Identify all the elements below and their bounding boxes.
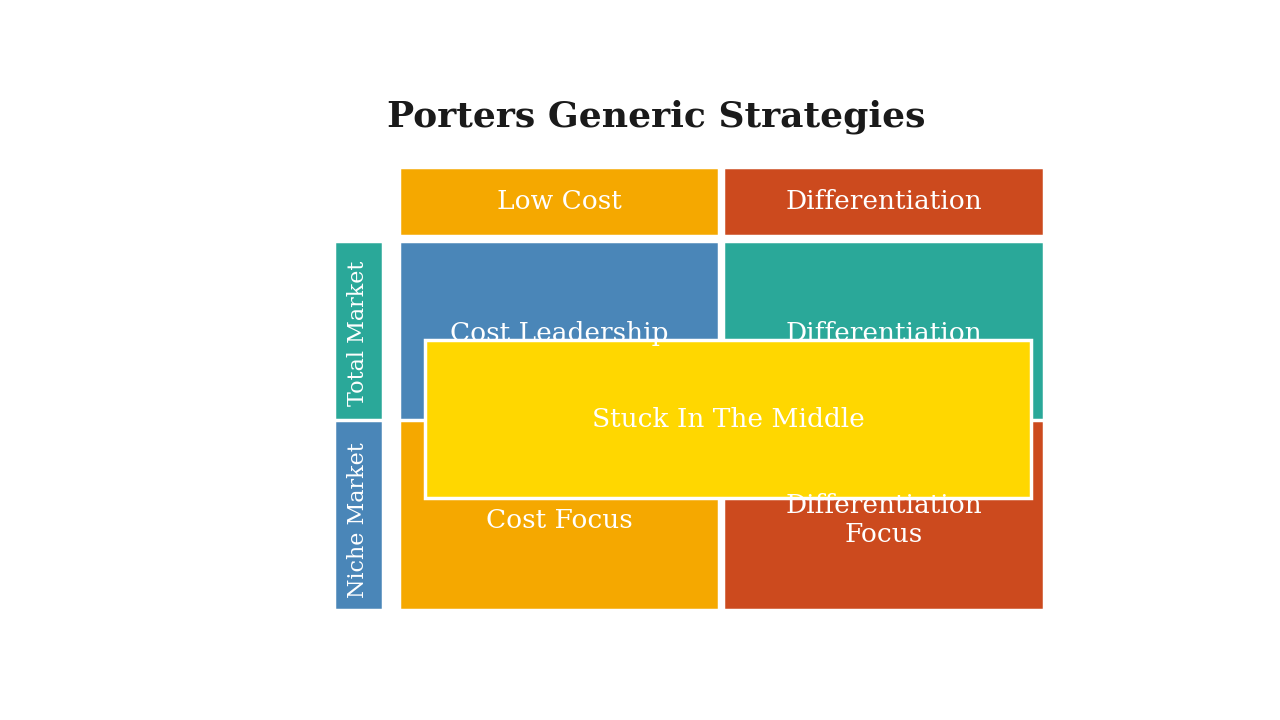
Text: Porters Generic Strategies: Porters Generic Strategies (387, 99, 925, 134)
Text: Cost Leadership: Cost Leadership (451, 320, 668, 346)
Text: Differentiation
Focus: Differentiation Focus (786, 493, 982, 547)
Text: Stuck In The Middle: Stuck In The Middle (591, 407, 864, 431)
FancyBboxPatch shape (399, 167, 719, 235)
Text: Differentiation: Differentiation (786, 320, 982, 346)
FancyBboxPatch shape (334, 420, 383, 611)
Text: Niche Market: Niche Market (347, 443, 370, 598)
FancyBboxPatch shape (723, 167, 1044, 235)
FancyBboxPatch shape (723, 241, 1044, 425)
FancyBboxPatch shape (425, 341, 1032, 498)
Text: Differentiation: Differentiation (786, 189, 982, 214)
FancyBboxPatch shape (399, 241, 719, 425)
Text: Cost Focus: Cost Focus (486, 508, 632, 533)
Text: Total Market: Total Market (347, 261, 370, 406)
FancyBboxPatch shape (723, 420, 1044, 611)
FancyBboxPatch shape (334, 241, 383, 425)
Text: Low Cost: Low Cost (497, 189, 622, 214)
FancyBboxPatch shape (399, 420, 719, 611)
